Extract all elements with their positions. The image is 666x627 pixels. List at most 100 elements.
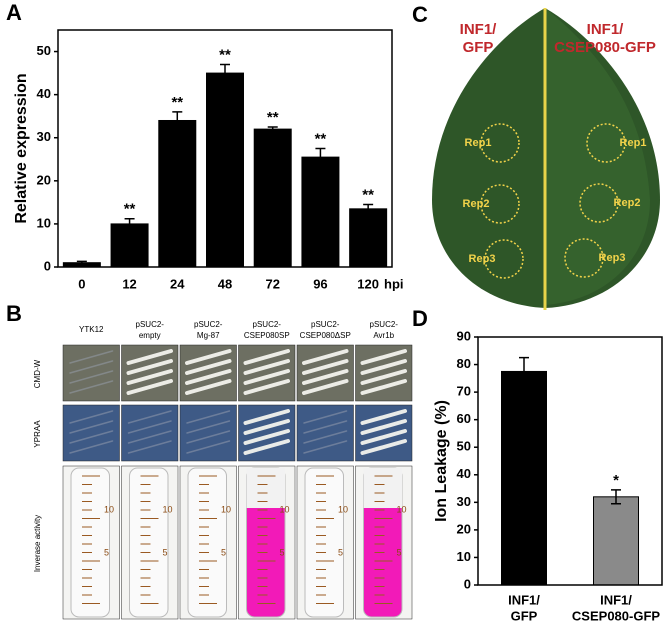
x-tick-label: 72 (265, 276, 279, 291)
y-tick-label: 80 (457, 356, 471, 371)
x-tick-label: 24 (170, 276, 185, 291)
y-tick-label: 40 (37, 86, 51, 101)
rep-label: Rep3 (599, 252, 626, 264)
plot-frame (57, 29, 393, 268)
streak (185, 349, 232, 365)
streak (302, 369, 349, 385)
x-axis-label: hpi (384, 276, 404, 291)
streak (127, 440, 172, 454)
bar (349, 208, 388, 268)
treatment-label: INF1/ (587, 21, 625, 38)
streak (360, 439, 407, 455)
panel-letter: B (6, 301, 22, 326)
tube (304, 467, 344, 618)
significance: ** (315, 130, 327, 147)
streak (127, 430, 172, 444)
y-tick-label: 30 (457, 494, 471, 509)
x-tick-label: 0 (78, 276, 85, 291)
tube-mark: 5 (280, 547, 285, 557)
column-label: pSUC2- (370, 320, 399, 329)
error-bar (519, 356, 529, 386)
y-tick-label: 50 (457, 439, 471, 454)
streak (360, 419, 407, 435)
tube-mark: 10 (104, 504, 114, 514)
y-tick-label: 60 (457, 411, 471, 426)
streak (185, 359, 232, 375)
streak (303, 410, 348, 424)
streak (186, 420, 231, 434)
leaf-shade (545, 8, 650, 305)
x-tick-label: 120 (357, 276, 379, 291)
x-tick-label: GFP (511, 608, 538, 623)
streak (126, 369, 173, 385)
bar (301, 156, 340, 268)
plot-frame (477, 336, 663, 586)
error-bar (172, 111, 183, 130)
y-tick-label: 70 (457, 384, 471, 399)
column-label: YTK12 (79, 325, 104, 334)
x-tick-label: 48 (218, 276, 232, 291)
x-tick-label: CSEP080-GFP (572, 608, 660, 623)
tube-mark: 5 (221, 547, 226, 557)
tube-mark: 10 (221, 504, 231, 514)
x-tick-label: INF1/ (508, 592, 540, 607)
panel-letter: C (412, 2, 428, 27)
x-tick-label: 96 (313, 276, 327, 291)
y-tick-label: 10 (457, 549, 471, 564)
tube-mark: 10 (338, 504, 348, 514)
streak (302, 349, 349, 365)
column-label: CSEP080SP (244, 331, 290, 340)
tube (70, 467, 110, 618)
tube-mark: 10 (280, 504, 290, 514)
streak (69, 360, 114, 374)
column-label: Mg-87 (197, 331, 220, 340)
streak (69, 430, 114, 444)
streak (360, 369, 407, 385)
significance: ** (362, 186, 374, 203)
y-tick-label: 50 (37, 43, 51, 58)
streak (127, 420, 172, 434)
y-tick-label: 0 (464, 576, 471, 591)
rep-label: Rep2 (614, 197, 641, 209)
tube-mark: 10 (163, 504, 173, 514)
streak (303, 420, 348, 434)
panel-letter: D (412, 306, 428, 331)
significance: ** (267, 109, 279, 126)
error-bar (124, 217, 135, 230)
tube (187, 467, 227, 618)
y-tick-label: 90 (457, 328, 471, 343)
streak (243, 409, 290, 425)
rep-label: Rep1 (465, 137, 492, 149)
bar (110, 223, 149, 268)
streak (186, 430, 231, 444)
streak (360, 349, 407, 365)
column-label: CSEP080ΔSP (300, 331, 351, 340)
y-tick-label: 20 (457, 521, 471, 536)
bar (593, 496, 639, 586)
y-tick-label: 20 (37, 172, 51, 187)
streak (303, 440, 348, 454)
error-bar (220, 63, 230, 83)
tube-mark: 5 (338, 547, 343, 557)
streak (69, 350, 114, 364)
column-label: pSUC2- (136, 320, 165, 329)
bar (206, 72, 244, 268)
treatment-label: GFP (463, 39, 494, 56)
significance: ** (124, 201, 136, 218)
rep-label: Rep1 (620, 137, 647, 149)
treatment-label: INF1/ (460, 21, 498, 38)
streak (186, 410, 231, 424)
rep-label: Rep3 (469, 253, 496, 265)
x-tick-label: INF1/ (600, 592, 632, 607)
streak (243, 439, 290, 455)
streak (69, 370, 114, 384)
streak (126, 349, 173, 365)
y-tick-label: 0 (44, 258, 51, 273)
bar (501, 370, 547, 586)
streak (127, 410, 172, 424)
streak (243, 359, 290, 375)
treatment-label: CSEP080-GFP (554, 39, 656, 56)
error-bar (267, 126, 278, 133)
panel-letter: A (6, 0, 22, 25)
